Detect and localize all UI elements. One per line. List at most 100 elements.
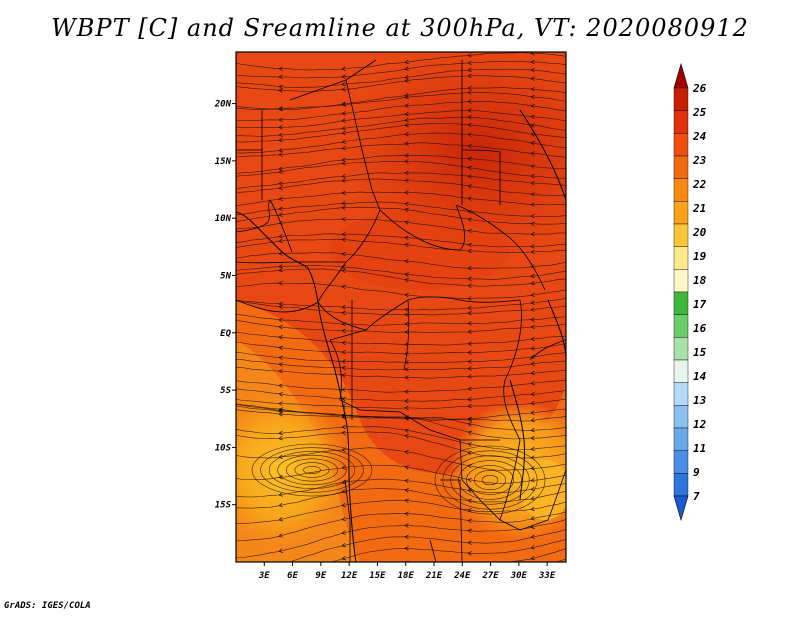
streamline-arrow (278, 212, 283, 217)
streamline-arrow (278, 152, 283, 157)
streamline-arrow (341, 66, 346, 72)
colorbar-bottom-arrow (673, 495, 689, 522)
streamline (236, 172, 566, 190)
streamline-arrow (404, 292, 409, 298)
streamline-arrow (404, 351, 409, 357)
streamline-arrow (530, 478, 535, 483)
streamline-arrow (530, 103, 535, 109)
streamline-arrow (404, 511, 409, 516)
streamline-arrow (404, 111, 409, 117)
streamline-arrow (404, 59, 409, 65)
streamline-arrow (404, 66, 409, 71)
streamline (236, 298, 566, 311)
streamline-arrow (530, 336, 535, 342)
streamline-arrow (341, 161, 346, 166)
streamline-arrow (341, 111, 346, 116)
streamline-arrow (467, 143, 472, 149)
lat-tick-label: 20N (214, 100, 232, 110)
streamline-arrow (341, 479, 346, 485)
streamline-arrow (278, 401, 283, 406)
streamline-arrow (467, 165, 472, 171)
lon-tick-label: 33E (538, 571, 556, 581)
streamline-arrow (278, 502, 283, 508)
streamline-arrow (341, 268, 346, 273)
streamline-arrow (467, 321, 472, 326)
streamline-arrow (467, 422, 472, 427)
streamline-arrow (467, 296, 472, 301)
streamline (508, 548, 566, 562)
vortex-ring (294, 462, 330, 478)
streamline-arrow (278, 181, 283, 186)
streamline-arrow (467, 73, 472, 79)
streamline-arrow (404, 488, 409, 493)
streamline (236, 519, 566, 558)
streamline-arrow (467, 528, 472, 533)
colorbar-label: 15 (693, 346, 707, 359)
vortex-ring (285, 458, 339, 482)
streamline (236, 379, 566, 393)
streamline-arrow (404, 242, 409, 248)
longitude-axis: 3E 6E 9E 12E 15E 18E 21E 24E 27E 30E 33E (258, 562, 556, 581)
streamline-arrow (467, 174, 472, 179)
streamline-arrow (404, 534, 409, 540)
streamline (236, 300, 566, 316)
streamline-arrow (341, 373, 346, 378)
streamline (236, 426, 566, 451)
streamline-arrow (530, 324, 535, 330)
streamline-arrow (278, 106, 283, 112)
streamline-arrow (467, 85, 472, 91)
streamline (236, 160, 566, 179)
streamline (236, 92, 566, 110)
vortex-ring (303, 465, 321, 475)
lat-tick-label: 15N (215, 157, 232, 167)
streamline-arrow (404, 428, 409, 433)
streamline (236, 388, 566, 402)
streamline-arrow (530, 370, 535, 376)
streamline-arrow (278, 304, 283, 310)
streamline (236, 314, 566, 326)
streamline-arrow (341, 516, 346, 522)
country-borders (236, 59, 566, 562)
streamline-arrow (530, 496, 535, 501)
streamline-arrow (278, 533, 283, 538)
streamline-arrow (341, 502, 346, 508)
colorbar-label: 18 (693, 274, 707, 287)
streamline (236, 218, 566, 235)
streamline-arrow (530, 300, 535, 305)
vortex-ring (481, 474, 499, 486)
streamline-arrow (341, 365, 346, 371)
streamline (236, 87, 566, 110)
streamline-arrow (278, 345, 283, 351)
streamline-arrow (341, 205, 346, 210)
streamline-arrow (278, 280, 283, 286)
streamline-arrow (404, 398, 409, 404)
streamline-arrow (467, 242, 472, 248)
streamline-arrow (341, 387, 346, 392)
streamline-arrow (404, 159, 409, 164)
streamline-arrow (278, 124, 283, 130)
streamline (236, 155, 566, 174)
colorbar-label: 16 (693, 322, 707, 335)
streamline-arrow (530, 545, 535, 550)
streamline-arrow (404, 220, 409, 225)
streamline-arrow (404, 307, 409, 312)
streamline (236, 100, 566, 121)
streamline-arrow (404, 523, 409, 528)
colorbar-swatch (673, 155, 689, 179)
streamline-arrow (278, 106, 283, 111)
colorbar-label: 22 (692, 178, 707, 191)
streamline-arrow (530, 486, 535, 492)
lon-tick-label: 24E (453, 571, 471, 581)
lat-tick-label: 15S (215, 501, 232, 511)
streamline-arrow (530, 435, 535, 441)
streamline-arrow (467, 518, 472, 523)
streamline (236, 398, 566, 409)
streamline-arrow (467, 397, 472, 402)
streamline-arrow (278, 317, 283, 323)
streamline-arrow (530, 213, 535, 219)
streamline-arrow (467, 341, 472, 346)
streamline-arrow (404, 465, 409, 470)
streamline (236, 142, 566, 158)
streamline-arrow (278, 335, 283, 340)
streamline-arrow (341, 178, 346, 183)
